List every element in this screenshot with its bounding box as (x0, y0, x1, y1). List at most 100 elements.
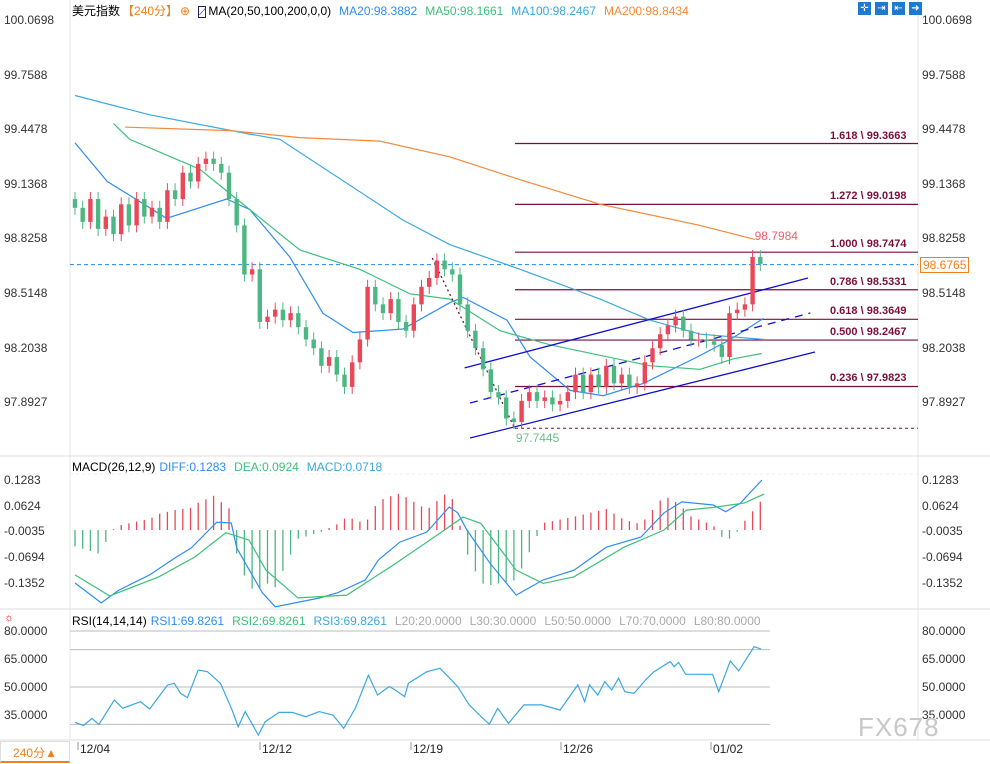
candle-down (396, 299, 401, 322)
watermark-logo: FX678 (858, 712, 940, 742)
candle-down (488, 369, 493, 393)
candle-up (604, 365, 609, 387)
candle-up (203, 158, 209, 164)
candle-down (188, 172, 193, 182)
macd-tick-left: 0.1283 (4, 472, 41, 487)
rsi1-value: RSI1:69.8261 (150, 614, 225, 628)
candle-up (673, 316, 678, 326)
candle-up (196, 163, 201, 182)
candle-up (388, 299, 393, 314)
candle-up (658, 334, 663, 349)
price-tick-right: 99.1368 (922, 176, 966, 191)
candle-up (557, 400, 563, 405)
low-annotation: 97.7445 (516, 431, 560, 445)
candle-down (373, 286, 378, 305)
macd-title[interactable]: MACD(26,12,9) (72, 460, 156, 474)
candle-down (157, 207, 162, 222)
candle-down (219, 163, 224, 173)
price-tick-left: 99.1368 (4, 176, 48, 191)
indicator-name[interactable]: MA(20,50,100,200,0,0) (208, 4, 332, 18)
rsi-settings-icon[interactable]: ☼ (4, 612, 15, 624)
candle-down (319, 348, 324, 366)
candle-up (750, 256, 755, 305)
candle-down (688, 330, 694, 340)
candle-down (465, 304, 470, 331)
rsi-legend: RSI(14,14,14) RSI1:69.8261 RSI2:69.8261 RSI… (72, 614, 769, 628)
macd-tick-left: 0.0624 (4, 498, 41, 513)
period-label[interactable]: 【240分】 (122, 4, 179, 18)
price-tick-right: 97.8927 (922, 395, 966, 410)
candle-down (403, 321, 409, 331)
candle-down (511, 418, 517, 423)
macd-legend: MACD(26,12,9) DIFF:0.1283 DEA:0.0924 MACD:0… (72, 460, 390, 474)
candle-down (242, 225, 247, 275)
ma20-value: MA20:98.3882 (339, 4, 418, 18)
symbol-name: 美元指数 (72, 4, 121, 18)
candle-up (696, 339, 701, 341)
macd-value: MACD:0.0718 (306, 460, 383, 474)
price-tick-left: 99.4478 (4, 122, 48, 137)
zoom-out-icon[interactable]: ⇤ (892, 2, 905, 15)
candle-up (249, 269, 255, 275)
candle-up (434, 260, 440, 279)
macd-tick-right: 0.0624 (922, 498, 959, 513)
candle-down (342, 374, 347, 387)
fib-level-label: 0.786 \ 98.5331 (830, 275, 907, 288)
candle-down (234, 199, 239, 226)
price-tick-left: 98.2038 (4, 340, 48, 355)
candle-down (172, 190, 178, 200)
crosshair-icon[interactable]: ✛ (858, 2, 871, 15)
rsi-l70: L70:70.0000 (619, 614, 686, 628)
main-legend: 美元指数 【240分】 ⊕ ⟋ MA(20,50,100,200,0,0) MA20:98… (72, 2, 697, 19)
candle-down (550, 397, 555, 405)
candle-up (735, 309, 740, 314)
price-tick-left: 99.7588 (4, 67, 48, 82)
candle-up (88, 199, 93, 222)
candle-down (704, 339, 709, 342)
ma50-value: MA50:98.1661 (425, 4, 504, 18)
candle-down (504, 397, 509, 419)
ma200-line (125, 126, 756, 240)
move-right-icon[interactable]: ➜ (909, 2, 922, 15)
rsi-tick-right: 80.0000 (922, 623, 966, 638)
zoom-in-icon[interactable]: ⇥ (875, 2, 888, 15)
toolbar: ✛ ⇥ ⇤ ➜ (858, 2, 922, 15)
rsi-tick-right: 65.0000 (922, 651, 966, 666)
macd-tick-right: -0.0035 (922, 524, 963, 539)
indicator-icon[interactable]: ⟋ (198, 6, 207, 18)
settings-icon[interactable]: ⊕ (180, 4, 191, 18)
candle-down (80, 207, 85, 222)
price-tick-right: 99.7588 (922, 67, 966, 82)
rsi-tick-left: 80.0000 (4, 623, 48, 638)
rsi-tick-right: 35.0000 (922, 708, 966, 722)
candle-up (634, 383, 640, 387)
rsi2-value: RSI2:69.8261 (232, 614, 306, 628)
candle-down (226, 172, 232, 200)
candle-down (496, 392, 501, 398)
price-tick-right: 98.5148 (922, 285, 966, 300)
rsi3-value: RSI3:69.8261 (313, 614, 387, 628)
macd-diff: DIFF:0.1283 (159, 460, 227, 474)
rsi-l30: L30:30.0000 (469, 614, 537, 628)
candle-up (326, 357, 332, 366)
period-selector[interactable]: 240分▲ (0, 741, 70, 763)
candle-down (596, 374, 601, 387)
candle-up (103, 216, 108, 229)
rsi-title[interactable]: RSI(14,14,14) (72, 614, 147, 628)
candle-up (180, 172, 185, 200)
rsi-line (74, 645, 762, 737)
price-tick-left: 97.8927 (4, 395, 48, 410)
candle-down (711, 341, 717, 345)
macd-tick-right: -0.0694 (922, 550, 963, 565)
candle-down (296, 313, 301, 328)
candle-up (727, 313, 732, 358)
candle-down (627, 374, 632, 387)
candle-down (72, 199, 78, 208)
candle-up (427, 278, 432, 287)
fib-level-label: 0.236 \ 97.9823 (830, 372, 907, 385)
price-tick-right: 98.8258 (922, 231, 966, 246)
candle-up (642, 362, 647, 384)
price-tick-left: 98.5148 (4, 285, 48, 300)
rsi-tick-left: 65.0000 (4, 651, 48, 666)
